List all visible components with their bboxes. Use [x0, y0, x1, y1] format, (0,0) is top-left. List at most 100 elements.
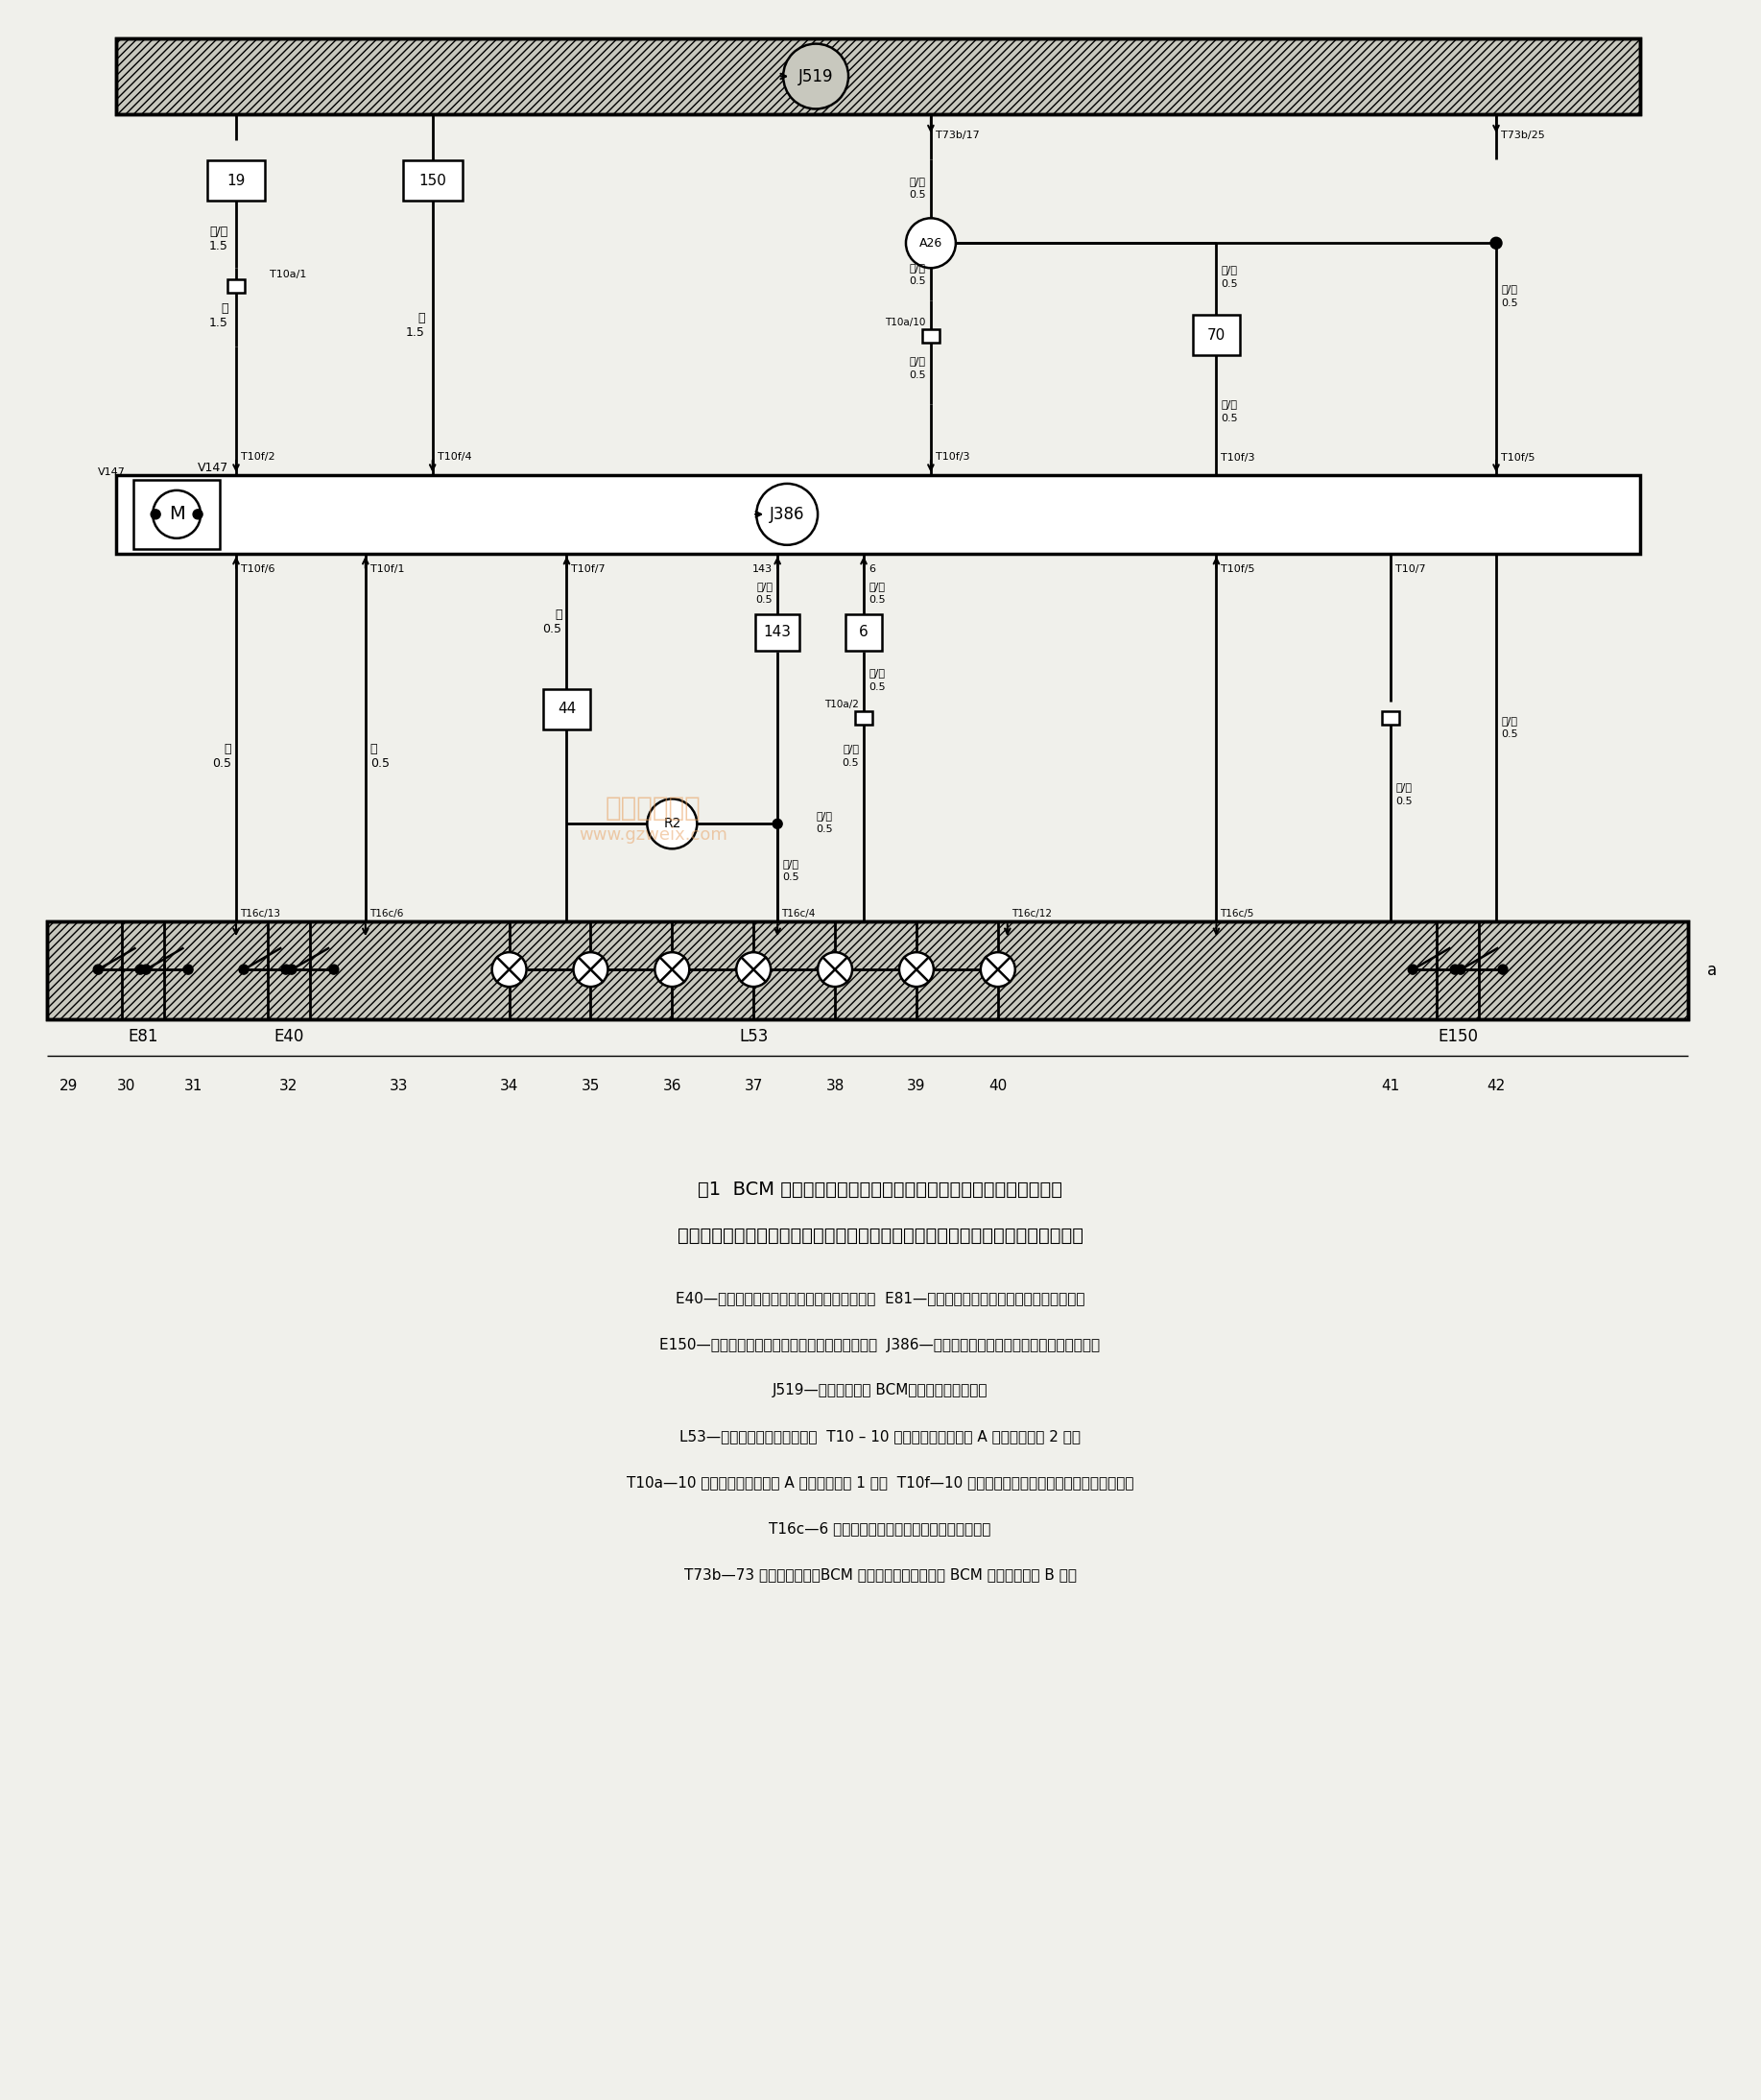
Text: T16c/12: T16c/12: [1011, 909, 1051, 918]
Text: 0.5: 0.5: [909, 277, 926, 286]
Text: 35: 35: [581, 1079, 601, 1094]
Text: T73b/25: T73b/25: [1500, 130, 1544, 141]
Text: E81: E81: [129, 1027, 158, 1046]
Text: M: M: [169, 506, 185, 523]
Text: 32: 32: [280, 1079, 298, 1094]
Circle shape: [329, 964, 338, 974]
Circle shape: [1409, 964, 1418, 974]
Text: 44: 44: [558, 701, 576, 716]
Text: 0.5: 0.5: [909, 370, 926, 380]
Bar: [1382, 710, 1400, 724]
Circle shape: [981, 951, 1014, 987]
Text: 灰/蓝: 灰/蓝: [757, 582, 773, 590]
Circle shape: [900, 951, 933, 987]
Bar: [856, 710, 872, 724]
Bar: [134, 479, 220, 548]
Text: L53—车窗升降器开关照明灯泡  T10 – 10 针插头，棕色，在左 A 柱下方插座上 2 号位: L53—车窗升降器开关照明灯泡 T10 – 10 针插头，棕色，在左 A 柱下方…: [680, 1430, 1081, 1445]
Text: T10f/7: T10f/7: [572, 565, 606, 573]
Bar: [208, 162, 264, 202]
Text: T10f/6: T10f/6: [241, 565, 275, 573]
Text: 灰/蓝: 灰/蓝: [868, 668, 884, 676]
Text: 紫/白: 紫/白: [910, 262, 926, 273]
Text: 34: 34: [500, 1079, 518, 1094]
Text: 灰: 灰: [370, 743, 377, 756]
Circle shape: [287, 964, 296, 974]
Circle shape: [773, 819, 782, 830]
Bar: [845, 613, 882, 651]
Text: 42: 42: [1486, 1079, 1506, 1094]
Text: 1.5: 1.5: [210, 239, 229, 252]
Text: E40—左前车窗升降器开关，在驾驶人侧车门上  E81—右前车窗升降器开关，在驾驶人侧车门上: E40—左前车窗升降器开关，在驾驶人侧车门上 E81—右前车窗升降器开关，在驾驶…: [676, 1292, 1085, 1306]
Text: T10f/1: T10f/1: [370, 565, 405, 573]
Text: E40: E40: [273, 1027, 305, 1046]
Circle shape: [136, 964, 144, 974]
Text: 黄: 黄: [222, 302, 229, 315]
Text: E150: E150: [1437, 1027, 1477, 1046]
Text: 降器电动机、车窗升降器开关、驾驶人侧车内联锁开关、车窗升降器开关照明灯泡: 降器电动机、车窗升降器开关、驾驶人侧车内联锁开关、车窗升降器开关照明灯泡: [676, 1226, 1083, 1245]
Circle shape: [282, 964, 291, 974]
Text: E150—驾驶人侧车内联锁开关，在驾驶人侧车门上  J386—驾驶人侧车门控制单元，在驾驶人侧车门上: E150—驾驶人侧车内联锁开关，在驾驶人侧车门上 J386—驾驶人侧车门控制单元…: [660, 1338, 1101, 1352]
Text: T10/7: T10/7: [1395, 565, 1426, 573]
Text: 0.5: 0.5: [815, 825, 833, 834]
Circle shape: [1456, 964, 1465, 974]
Circle shape: [153, 489, 201, 538]
Text: 19: 19: [227, 174, 245, 189]
Text: 0.5: 0.5: [1220, 414, 1238, 424]
Text: 灰/蓝: 灰/蓝: [842, 743, 859, 754]
Bar: [403, 162, 461, 202]
Text: 灰/白: 灰/白: [1395, 783, 1412, 792]
Text: T10a/10: T10a/10: [886, 317, 926, 328]
Bar: [48, 922, 1687, 1019]
Bar: [542, 689, 590, 729]
Text: 棕/黑: 棕/黑: [815, 811, 833, 821]
Text: T10a/2: T10a/2: [824, 699, 859, 710]
Text: T16c/13: T16c/13: [239, 909, 280, 918]
Text: 30: 30: [116, 1079, 136, 1094]
Bar: [116, 38, 1639, 116]
Text: V147: V147: [197, 462, 229, 475]
Bar: [48, 922, 1687, 1019]
Text: 绿: 绿: [555, 609, 562, 622]
Circle shape: [151, 510, 160, 519]
Text: T10f/5: T10f/5: [1220, 565, 1256, 573]
Text: 0.5: 0.5: [842, 758, 859, 769]
Text: T73b/17: T73b/17: [935, 130, 979, 141]
Bar: [116, 475, 1639, 554]
Text: J519: J519: [798, 67, 833, 84]
Text: 紫/白: 紫/白: [910, 176, 926, 187]
Text: T16c/4: T16c/4: [782, 909, 815, 918]
Text: T16c/5: T16c/5: [1220, 909, 1254, 918]
Text: 1.5: 1.5: [210, 317, 229, 330]
Circle shape: [757, 483, 817, 546]
Text: T16c—6 针插头，棕色，车窗升降器联锁开关插头: T16c—6 针插头，棕色，车窗升降器联锁开关插头: [770, 1522, 991, 1535]
Text: www.gzweix.com: www.gzweix.com: [579, 827, 727, 844]
Circle shape: [141, 964, 151, 974]
Text: 31: 31: [183, 1079, 203, 1094]
Text: 33: 33: [389, 1079, 409, 1094]
Text: 棕: 棕: [417, 311, 424, 323]
Text: 29: 29: [60, 1079, 77, 1094]
Text: T10f/3: T10f/3: [935, 452, 970, 462]
Text: T16c/6: T16c/6: [370, 909, 403, 918]
Text: 0.5: 0.5: [755, 594, 773, 605]
Text: T10f/3: T10f/3: [1220, 454, 1256, 462]
Circle shape: [183, 964, 194, 974]
Circle shape: [655, 951, 689, 987]
Circle shape: [574, 951, 608, 987]
Text: 0.5: 0.5: [211, 758, 231, 771]
Text: 36: 36: [662, 1079, 682, 1094]
Bar: [227, 279, 245, 292]
Text: T10f/5: T10f/5: [1500, 454, 1536, 462]
Circle shape: [905, 218, 956, 269]
Text: T10f/2: T10f/2: [241, 452, 275, 462]
Text: 紫: 紫: [224, 743, 231, 756]
Text: R2: R2: [664, 817, 682, 832]
Text: 0.5: 0.5: [909, 191, 926, 200]
Text: 1.5: 1.5: [405, 326, 424, 338]
Text: 0.5: 0.5: [868, 682, 886, 691]
Text: 0.5: 0.5: [868, 594, 886, 605]
Circle shape: [1490, 237, 1502, 248]
Text: 紫/白: 紫/白: [1220, 399, 1238, 410]
Text: T10a—10 针插头，黑色，在左 A 柱下方座座上 1 号位  T10f—10 针插头，黑色，驾驶人侧车门控制单元插头: T10a—10 针插头，黑色，在左 A 柱下方座座上 1 号位 T10f—10 …: [627, 1476, 1134, 1489]
Text: A26: A26: [919, 237, 942, 250]
